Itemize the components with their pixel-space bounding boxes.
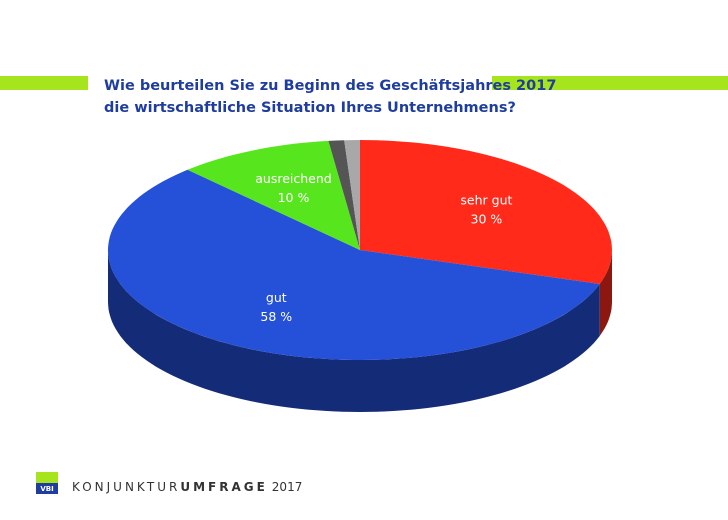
value-label: 10 % (278, 190, 310, 205)
pie: sehr gut 30 % gut 58 % ausreichend 10 % (108, 140, 612, 412)
slice-label: sehr gut (460, 192, 512, 207)
accent-bar (492, 76, 728, 90)
brand-year: 2017 (272, 480, 303, 494)
brand-bold: UMFRAGE (180, 480, 267, 494)
chart-title: Wie beurteilen Sie zu Beginn des Geschäf… (104, 78, 556, 94)
accent-bar (0, 76, 88, 90)
logo-box (36, 483, 58, 494)
slice-side (108, 250, 600, 412)
logo-text: VBI (40, 485, 53, 493)
slice-label: gut (266, 290, 287, 305)
brand-light: KONJUNKTUR (72, 480, 180, 494)
value-label: 30 % (471, 211, 503, 226)
slice-label: ausreichend (255, 171, 331, 186)
value-label: 58 % (260, 309, 292, 324)
slice (344, 140, 360, 250)
slice-side (599, 250, 612, 336)
slice (328, 140, 360, 250)
slice (108, 169, 600, 360)
chart-title: die wirtschaftliche Situation Ihres Unte… (104, 100, 516, 116)
slice (187, 140, 360, 250)
footer-brand: KONJUNKTURUMFRAGE 2017 (72, 480, 302, 494)
slice (360, 140, 612, 284)
